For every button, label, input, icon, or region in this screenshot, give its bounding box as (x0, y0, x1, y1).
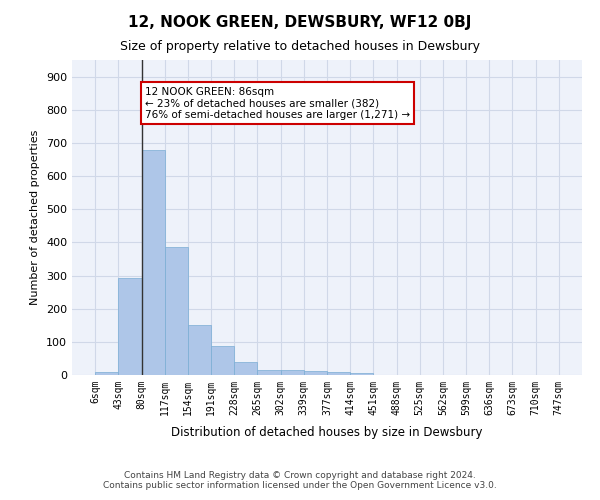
Text: Size of property relative to detached houses in Dewsbury: Size of property relative to detached ho… (120, 40, 480, 53)
Text: 12 NOOK GREEN: 86sqm
← 23% of detached houses are smaller (382)
76% of semi-deta: 12 NOOK GREEN: 86sqm ← 23% of detached h… (145, 86, 410, 120)
Bar (95, 372, 118, 375)
Bar (350, 374, 373, 375)
X-axis label: Distribution of detached houses by size in Dewsbury: Distribution of detached houses by size … (171, 426, 483, 439)
Bar (327, 372, 350, 375)
Bar (281, 370, 304, 375)
Bar (304, 372, 327, 375)
Bar (118, 278, 142, 375)
Y-axis label: Number of detached properties: Number of detached properties (31, 130, 40, 305)
Bar (142, 150, 165, 375)
Text: Contains HM Land Registry data © Crown copyright and database right 2024.
Contai: Contains HM Land Registry data © Crown c… (103, 470, 497, 490)
Bar (234, 362, 257, 375)
Bar (188, 324, 211, 375)
Text: 12, NOOK GREEN, DEWSBURY, WF12 0BJ: 12, NOOK GREEN, DEWSBURY, WF12 0BJ (128, 15, 472, 30)
Bar (257, 370, 281, 375)
Bar (165, 248, 188, 375)
Bar (211, 346, 234, 375)
